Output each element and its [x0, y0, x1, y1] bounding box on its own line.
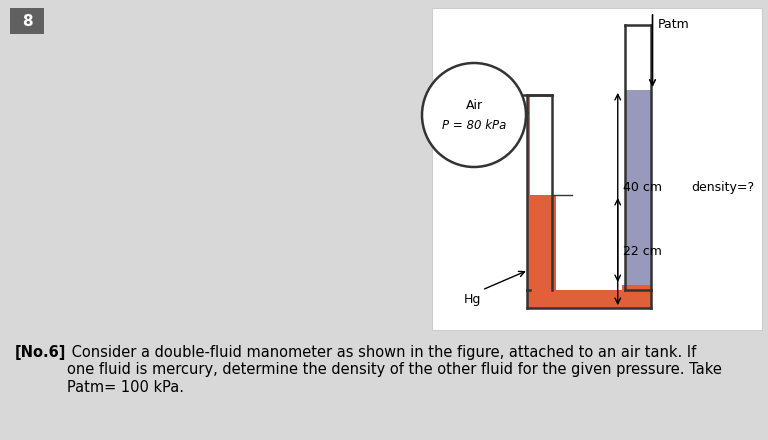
- Text: P = 80 kPa: P = 80 kPa: [442, 118, 506, 132]
- Bar: [625, 285, 650, 290]
- Bar: [527, 290, 650, 308]
- Text: 22 cm: 22 cm: [623, 245, 661, 258]
- Text: Patm: Patm: [657, 18, 689, 31]
- Text: Hg: Hg: [463, 293, 481, 307]
- Bar: [432, 8, 762, 330]
- Bar: [10, 8, 44, 34]
- Bar: [621, 285, 625, 290]
- Text: Air: Air: [465, 99, 482, 111]
- Text: [No.6]: [No.6]: [15, 345, 66, 360]
- Bar: [527, 95, 530, 290]
- Text: Consider a double-fluid manometer as shown in the figure, attached to an air tan: Consider a double-fluid manometer as sho…: [67, 345, 722, 395]
- Bar: [527, 195, 555, 290]
- Ellipse shape: [422, 63, 526, 167]
- Bar: [527, 290, 650, 308]
- Bar: [552, 195, 555, 290]
- Text: 8: 8: [22, 14, 32, 29]
- Text: 40 cm: 40 cm: [623, 181, 662, 194]
- Text: density=?: density=?: [691, 181, 754, 194]
- Bar: [625, 90, 650, 285]
